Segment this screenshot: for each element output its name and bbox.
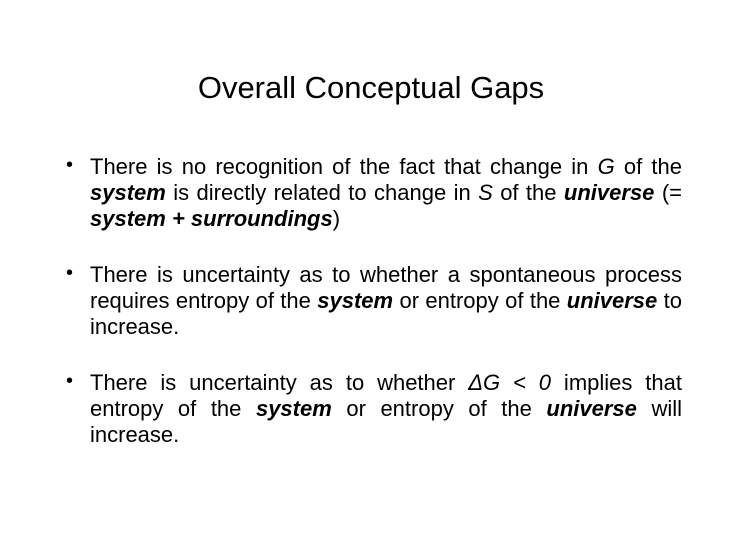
text-segment: S <box>478 180 493 205</box>
text-segment: or entropy of the <box>332 396 547 421</box>
text-segment: There is no recognition of the fact that… <box>90 154 598 179</box>
text-segment: ΔG < 0 <box>468 370 551 395</box>
text-segment: system <box>256 396 332 421</box>
text-segment: G <box>598 154 615 179</box>
text-segment: universe <box>546 396 637 421</box>
text-segment: universe <box>564 180 655 205</box>
bullet-item: There is uncertainty as to whether ΔG < … <box>60 370 682 448</box>
text-segment: system <box>317 288 393 313</box>
text-segment: is directly related to change in <box>166 180 478 205</box>
text-segment: of the <box>615 154 682 179</box>
text-segment: system <box>90 180 166 205</box>
text-segment: or entropy of the <box>393 288 567 313</box>
bullet-list: There is no recognition of the fact that… <box>60 154 682 448</box>
slide: Overall Conceptual Gaps There is no reco… <box>0 0 742 540</box>
text-segment: universe <box>567 288 658 313</box>
text-segment: system + surroundings <box>90 206 333 231</box>
bullet-item: There is no recognition of the fact that… <box>60 154 682 232</box>
slide-title: Overall Conceptual Gaps <box>60 70 682 106</box>
bullet-item: There is uncertainty as to whether a spo… <box>60 262 682 340</box>
text-segment: ) <box>333 206 340 231</box>
text-segment: (= <box>654 180 682 205</box>
text-segment: There is uncertainty as to whether <box>90 370 468 395</box>
text-segment: of the <box>493 180 564 205</box>
